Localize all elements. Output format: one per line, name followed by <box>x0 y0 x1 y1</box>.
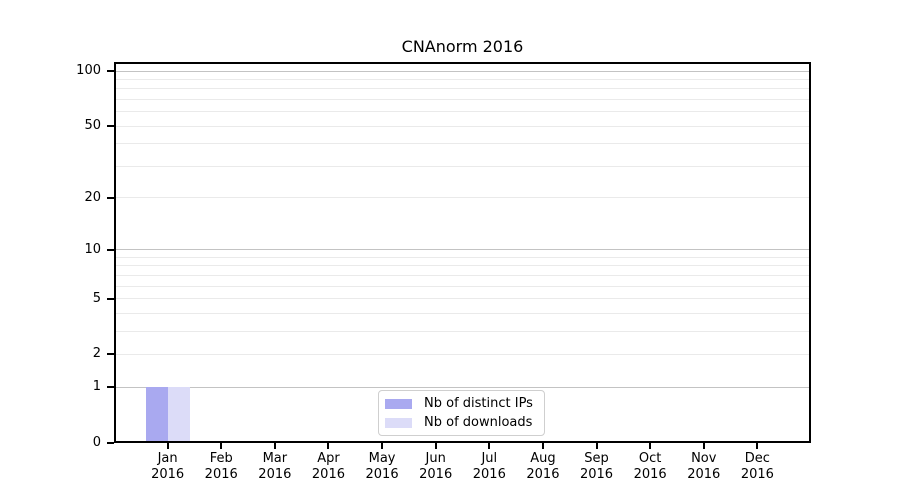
x-tick <box>702 443 705 449</box>
x-tick-month: Oct <box>638 451 662 466</box>
x-tick-month: Nov <box>691 451 717 466</box>
x-tick-label: Sep 2016 <box>557 451 637 483</box>
major-gridline <box>114 197 811 199</box>
x-tick-month: Apr <box>317 451 340 466</box>
x-tick <box>166 443 169 449</box>
x-tick <box>595 443 598 449</box>
x-tick-year: 2016 <box>472 467 506 482</box>
x-tick <box>220 443 223 449</box>
legend: Nb of distinct IPs Nb of downloads <box>378 390 545 436</box>
x-tick-label: Nov 2016 <box>664 451 744 483</box>
x-tick-year: 2016 <box>365 467 399 482</box>
x-tick-label: May 2016 <box>342 451 422 483</box>
x-tick-label: Aug 2016 <box>503 451 583 483</box>
minor-gridline <box>114 98 811 100</box>
y-tick-label: 20 <box>84 189 101 205</box>
x-tick-month: May <box>368 451 396 466</box>
x-tick <box>649 443 652 449</box>
x-tick-year: 2016 <box>579 467 614 482</box>
x-tick-month: Dec <box>744 451 770 466</box>
y-tick-label: 5 <box>92 290 101 306</box>
legend-label-distinct-ips: Nb of distinct IPs <box>424 396 533 411</box>
y-tick-label: 10 <box>84 241 101 257</box>
y-tick <box>107 353 114 356</box>
x-tick-year: 2016 <box>204 467 238 482</box>
x-tick <box>273 443 276 449</box>
x-tick-label: Oct 2016 <box>610 451 690 483</box>
x-tick-label: Apr 2016 <box>288 451 368 483</box>
chart-title: CNAnorm 2016 <box>401 37 524 56</box>
minor-gridline <box>114 88 811 90</box>
y-tick <box>107 442 114 444</box>
major-gridline <box>114 125 811 127</box>
minor-gridline <box>114 111 811 113</box>
legend-row-distinct-ips: Nb of distinct IPs <box>385 396 536 411</box>
minor-gridline <box>114 330 811 332</box>
x-tick-year: 2016 <box>740 467 774 482</box>
minor-gridline <box>114 143 811 145</box>
x-tick-year: 2016 <box>151 467 185 482</box>
major-gridline <box>114 353 811 355</box>
x-tick-month: Mar <box>262 451 288 466</box>
y-tick-label: 1 <box>92 379 101 395</box>
x-tick <box>327 443 330 449</box>
x-tick-label: Jun 2016 <box>396 451 476 483</box>
x-tick-label: Jan 2016 <box>128 451 208 483</box>
x-tick <box>381 443 384 449</box>
legend-label-downloads: Nb of downloads <box>424 415 533 430</box>
x-tick-label: Feb 2016 <box>181 451 261 483</box>
y-tick <box>107 386 114 389</box>
x-tick-month: Jun <box>425 451 446 466</box>
x-tick-month: Sep <box>584 451 609 466</box>
x-tick-year: 2016 <box>258 467 292 482</box>
x-tick-year: 2016 <box>526 467 560 482</box>
legend-swatch-distinct-ips <box>385 398 412 409</box>
x-tick-month: Aug <box>530 451 556 466</box>
bar-distinct-ips <box>145 387 168 443</box>
legend-swatch-downloads <box>385 417 412 428</box>
minor-gridline <box>114 165 811 167</box>
major-gridline <box>114 70 811 72</box>
x-tick-year: 2016 <box>311 467 345 482</box>
x-tick-month: Jul <box>481 451 498 466</box>
major-gridline <box>114 298 811 300</box>
y-tick <box>107 248 114 251</box>
y-tick-label: 100 <box>76 63 101 79</box>
minor-gridline <box>114 265 811 267</box>
plot-area <box>114 62 811 443</box>
y-tick-label: 0 <box>92 435 101 450</box>
x-tick-label: Mar 2016 <box>235 451 315 483</box>
minor-gridline <box>114 312 811 314</box>
legend-row-downloads: Nb of downloads <box>385 415 536 430</box>
x-tick-month: Feb <box>209 451 233 466</box>
y-tick-label: 50 <box>84 118 101 134</box>
major-gridline <box>114 386 811 388</box>
minor-gridline <box>114 285 811 287</box>
minor-gridline <box>114 78 811 80</box>
x-tick <box>434 443 437 449</box>
major-gridline <box>114 249 811 251</box>
x-tick-label: Jul 2016 <box>449 451 529 483</box>
x-tick <box>756 443 759 449</box>
y-tick <box>107 125 114 128</box>
x-tick <box>541 443 544 449</box>
minor-gridline <box>114 256 811 258</box>
minor-gridline <box>114 274 811 276</box>
x-tick-year: 2016 <box>633 467 667 482</box>
y-tick <box>107 70 114 73</box>
y-tick <box>107 297 114 300</box>
x-tick-month: Jan <box>157 451 178 466</box>
x-tick-label: Dec 2016 <box>717 451 797 483</box>
y-tick <box>107 196 114 199</box>
bar-downloads <box>167 387 190 443</box>
x-tick-year: 2016 <box>419 467 453 482</box>
x-tick-year: 2016 <box>687 467 721 482</box>
x-tick <box>488 443 491 449</box>
y-tick-label: 2 <box>92 346 101 362</box>
